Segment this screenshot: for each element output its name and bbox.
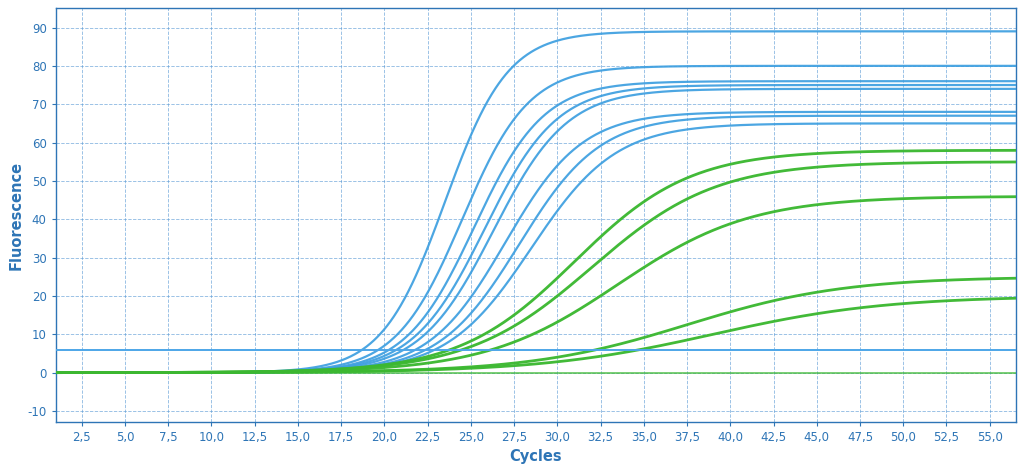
Y-axis label: Fluorescence: Fluorescence <box>8 161 24 270</box>
X-axis label: Cycles: Cycles <box>509 449 562 464</box>
